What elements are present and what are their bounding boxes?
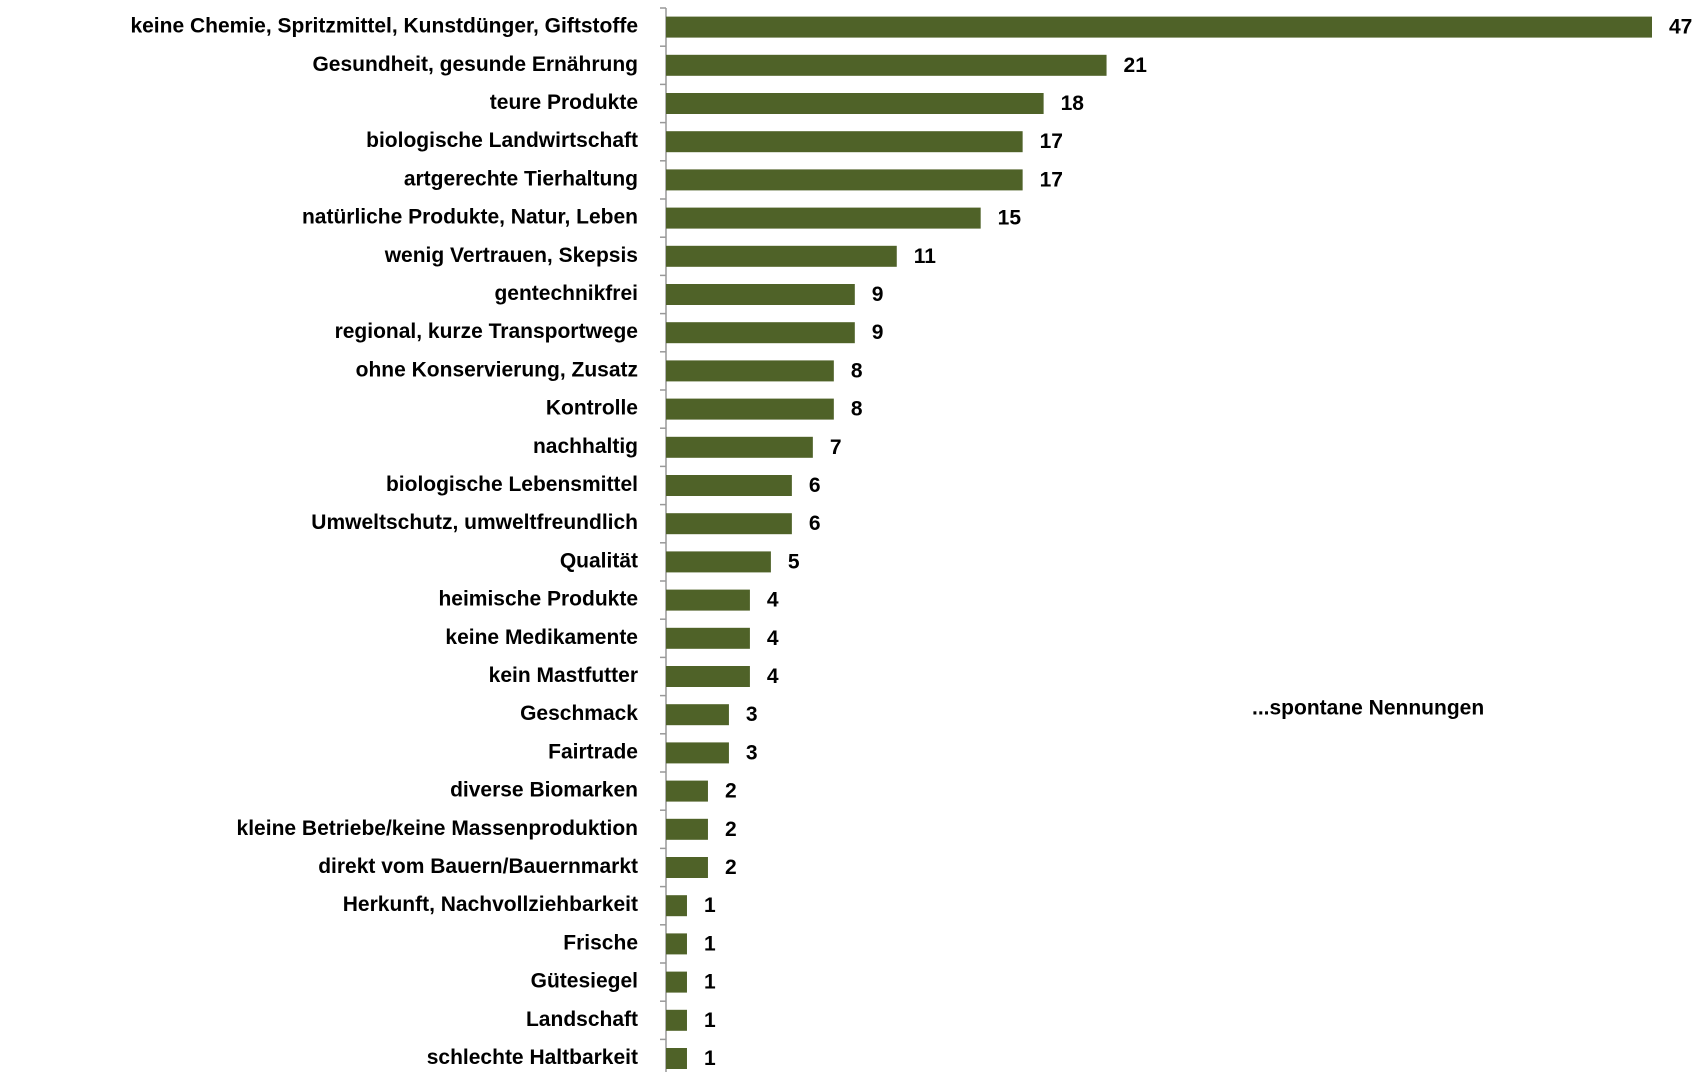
value-label: 6 xyxy=(809,474,821,497)
bar xyxy=(666,1048,687,1069)
value-label: 15 xyxy=(998,207,1022,230)
bar xyxy=(666,895,687,917)
value-label: 8 xyxy=(851,359,863,382)
category-label: schlechte Haltbarkeit xyxy=(427,1046,638,1069)
category-label: artgerechte Tierhaltung xyxy=(404,167,638,190)
value-label: 1 xyxy=(704,932,716,955)
bar xyxy=(666,742,729,764)
bar xyxy=(666,933,687,955)
category-label: Umweltschutz, umweltfreundlich xyxy=(311,511,638,534)
value-label: 3 xyxy=(746,703,758,726)
category-label: diverse Biomarken xyxy=(450,779,638,802)
bar xyxy=(666,589,750,611)
category-label: natürliche Produkte, Natur, Leben xyxy=(302,206,638,229)
bar xyxy=(666,93,1044,114)
value-label: 2 xyxy=(725,856,737,879)
category-label: Qualität xyxy=(560,549,638,572)
category-label: Gesundheit, gesunde Ernährung xyxy=(312,53,638,76)
bar xyxy=(666,971,687,993)
category-label: biologische Landwirtschaft xyxy=(366,129,638,152)
bar xyxy=(666,436,813,458)
category-label: direkt vom Bauern/Bauernmarkt xyxy=(318,855,638,878)
value-label: 8 xyxy=(851,398,863,421)
value-label: 1 xyxy=(704,971,716,994)
value-label: 9 xyxy=(872,321,884,344)
value-label: 7 xyxy=(830,436,842,459)
bar xyxy=(666,16,1652,38)
value-label: 3 xyxy=(746,741,758,764)
value-label: 17 xyxy=(1040,130,1063,153)
value-label: 1 xyxy=(704,894,716,917)
category-label: nachhaltig xyxy=(533,435,638,458)
bar xyxy=(666,857,708,878)
bar xyxy=(666,284,855,305)
annotation: ...spontane Nennungen xyxy=(1252,697,1484,720)
bar xyxy=(666,398,834,420)
category-label: Landschaft xyxy=(526,1008,638,1031)
value-label: 4 xyxy=(767,627,779,650)
value-label: 2 xyxy=(725,780,737,803)
category-label: regional, kurze Transportwege xyxy=(335,320,638,343)
category-label: heimische Produkte xyxy=(438,588,638,611)
category-label: Frische xyxy=(563,931,638,954)
value-label: 11 xyxy=(914,245,937,268)
value-label: 17 xyxy=(1040,168,1063,191)
value-label: 2 xyxy=(725,818,737,841)
bar xyxy=(666,818,708,840)
category-label: wenig Vertrauen, Skepsis xyxy=(384,244,638,267)
category-label: teure Produkte xyxy=(490,91,638,114)
bar xyxy=(666,131,1023,153)
value-label: 5 xyxy=(788,550,800,573)
value-label: 1 xyxy=(704,1009,716,1032)
value-label: 4 xyxy=(767,589,779,612)
category-label: biologische Lebensmittel xyxy=(386,473,638,496)
bar xyxy=(666,475,792,496)
value-label: 21 xyxy=(1124,54,1148,77)
category-label: Gütesiegel xyxy=(531,970,638,993)
bar xyxy=(666,245,897,267)
bar xyxy=(666,1009,687,1031)
bar xyxy=(666,54,1107,76)
value-label: 1 xyxy=(704,1047,716,1070)
bar xyxy=(666,169,1023,191)
category-label: Geschmack xyxy=(520,702,638,725)
bar xyxy=(666,704,729,726)
category-label: Herkunft, Nachvollziehbarkeit xyxy=(343,893,638,916)
bar xyxy=(666,513,792,535)
bar xyxy=(666,551,771,573)
value-label: 6 xyxy=(809,512,821,535)
category-label: gentechnikfrei xyxy=(494,282,638,305)
bar xyxy=(666,360,834,382)
category-label: Kontrolle xyxy=(546,397,638,420)
bar xyxy=(666,207,981,229)
bar xyxy=(666,666,750,687)
category-label: Fairtrade xyxy=(548,740,638,763)
value-label: 18 xyxy=(1061,92,1085,115)
value-label: 4 xyxy=(767,665,779,688)
bar xyxy=(666,780,708,802)
category-label: kleine Betriebe/keine Massenproduktion xyxy=(237,817,638,840)
value-label: 47 xyxy=(1669,16,1692,39)
category-label: ohne Konservierung, Zusatz xyxy=(356,358,638,381)
category-label: kein Mastfutter xyxy=(489,664,638,687)
category-label: keine Medikamente xyxy=(445,626,638,649)
category-label: keine Chemie, Spritzmittel, Kunstdünger,… xyxy=(130,15,638,38)
value-label: 9 xyxy=(872,283,884,306)
bar xyxy=(666,322,855,344)
bar xyxy=(666,627,750,649)
